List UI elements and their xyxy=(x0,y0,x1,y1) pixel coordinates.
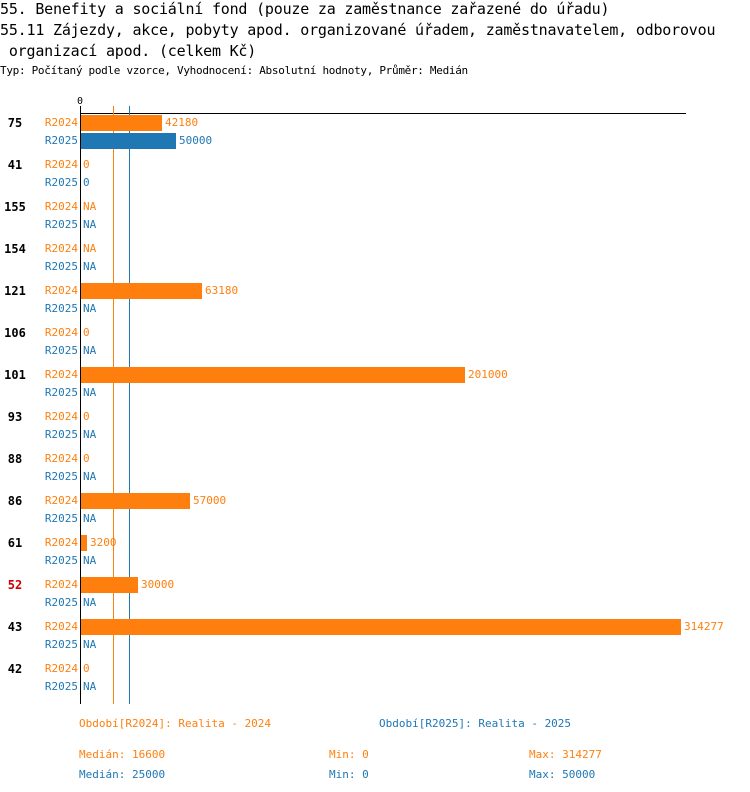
median-line-r2024 xyxy=(113,106,114,704)
legend-r2024: Období[R2024]: Realita - 2024 xyxy=(79,717,272,730)
chart-title-line-1: 55. Benefity a sociální fond (pouze za z… xyxy=(0,0,610,18)
series-label-r2024: R2024 xyxy=(44,158,78,171)
data-label-r2024: 57000 xyxy=(193,494,227,507)
series-label-r2024: R2024 xyxy=(44,284,78,297)
median-line-r2025 xyxy=(129,106,130,704)
data-label-r2025: NA xyxy=(83,260,97,273)
chart-title-line-2: 55.11 Zájezdy, akce, pobyty apod. organi… xyxy=(0,21,716,39)
category-label: 88 xyxy=(7,452,23,466)
data-label-r2025: 50000 xyxy=(179,134,213,147)
data-label-r2025: NA xyxy=(83,470,97,483)
legend-r2025: Období[R2025]: Realita - 2025 xyxy=(379,717,572,730)
stat-r2025-min: Min: 0 xyxy=(329,768,369,781)
series-label-r2024: R2024 xyxy=(44,368,78,381)
bar-r2024 xyxy=(81,115,162,131)
series-label-r2025: R2025 xyxy=(44,260,78,273)
x-axis-zero-label: 0 xyxy=(77,96,84,107)
series-label-r2024: R2024 xyxy=(44,452,78,465)
data-label-r2025: NA xyxy=(83,638,97,651)
bar-r2024 xyxy=(81,283,202,299)
series-label-r2024: R2024 xyxy=(44,662,78,675)
bar-r2024 xyxy=(81,493,190,509)
category-label: 106 xyxy=(4,326,26,340)
series-label-r2025: R2025 xyxy=(44,638,78,651)
bar-r2024 xyxy=(81,577,138,593)
x-axis-line xyxy=(80,113,686,114)
series-label-r2025: R2025 xyxy=(44,344,78,357)
chart-subtitle: Typ: Počítaný podle vzorce, Vyhodnocení:… xyxy=(0,64,468,77)
series-label-r2025: R2025 xyxy=(44,386,78,399)
data-label-r2025: NA xyxy=(83,218,97,231)
series-label-r2024: R2024 xyxy=(44,620,78,633)
series-label-r2025: R2025 xyxy=(44,302,78,315)
data-label-r2024: 0 xyxy=(83,158,90,171)
chart-title-line-3: organizací apod. (celkem Kč) xyxy=(0,42,257,60)
data-label-r2025: NA xyxy=(83,302,97,315)
data-label-r2025: NA xyxy=(83,554,97,567)
data-label-r2024: 0 xyxy=(83,410,90,423)
category-label: 41 xyxy=(7,158,23,172)
category-label: 93 xyxy=(7,410,23,424)
category-label: 43 xyxy=(7,620,23,634)
category-label: 42 xyxy=(7,662,23,676)
stat-r2024-max: Max: 314277 xyxy=(529,748,602,761)
category-label: 75 xyxy=(7,116,23,130)
data-label-r2024: 63180 xyxy=(205,284,239,297)
data-label-r2025: 0 xyxy=(83,176,90,189)
series-label-r2024: R2024 xyxy=(44,200,78,213)
series-label-r2025: R2025 xyxy=(44,428,78,441)
series-label-r2024: R2024 xyxy=(44,578,78,591)
data-label-r2025: NA xyxy=(83,680,97,693)
data-label-r2025: NA xyxy=(83,386,97,399)
data-label-r2024: 30000 xyxy=(141,578,175,591)
data-label-r2025: NA xyxy=(83,344,97,357)
category-label: 155 xyxy=(4,200,26,214)
series-label-r2025: R2025 xyxy=(44,680,78,693)
category-label: 61 xyxy=(7,536,23,550)
data-label-r2024: 201000 xyxy=(468,368,508,381)
stat-r2024-median: Medián: 16600 xyxy=(79,748,166,761)
series-label-r2024: R2024 xyxy=(44,326,78,339)
bar-r2024 xyxy=(81,619,681,635)
series-label-r2025: R2025 xyxy=(44,470,78,483)
data-label-r2024: 42180 xyxy=(165,116,199,129)
data-label-r2025: NA xyxy=(83,428,97,441)
bar-r2024 xyxy=(81,367,465,383)
y-axis-line xyxy=(80,106,81,704)
bar-r2025 xyxy=(81,133,176,149)
category-label: 154 xyxy=(4,242,26,256)
category-label: 101 xyxy=(4,368,26,382)
data-label-r2024: 3200 xyxy=(90,536,117,549)
bar-r2024 xyxy=(81,535,87,551)
data-label-r2024: 314277 xyxy=(684,620,724,633)
data-label-r2025: NA xyxy=(83,596,97,609)
data-label-r2024: 0 xyxy=(83,452,90,465)
stat-r2025-max: Max: 50000 xyxy=(529,768,596,781)
category-label: 121 xyxy=(4,284,26,298)
data-label-r2025: NA xyxy=(83,512,97,525)
series-label-r2025: R2025 xyxy=(44,554,78,567)
stat-r2024-min: Min: 0 xyxy=(329,748,369,761)
series-label-r2025: R2025 xyxy=(44,176,78,189)
data-label-r2024: 0 xyxy=(83,326,90,339)
data-label-r2024: 0 xyxy=(83,662,90,675)
series-label-r2025: R2025 xyxy=(44,512,78,525)
data-label-r2024: NA xyxy=(83,200,97,213)
series-label-r2025: R2025 xyxy=(44,596,78,609)
category-label: 52 xyxy=(7,578,23,592)
series-label-r2024: R2024 xyxy=(44,242,78,255)
series-label-r2024: R2024 xyxy=(44,116,78,129)
stat-r2025-median: Medián: 25000 xyxy=(79,768,166,781)
series-label-r2025: R2025 xyxy=(44,134,78,147)
series-label-r2024: R2024 xyxy=(44,536,78,549)
data-label-r2024: NA xyxy=(83,242,97,255)
series-label-r2024: R2024 xyxy=(44,410,78,423)
series-label-r2024: R2024 xyxy=(44,494,78,507)
category-label: 86 xyxy=(7,494,23,508)
series-label-r2025: R2025 xyxy=(44,218,78,231)
